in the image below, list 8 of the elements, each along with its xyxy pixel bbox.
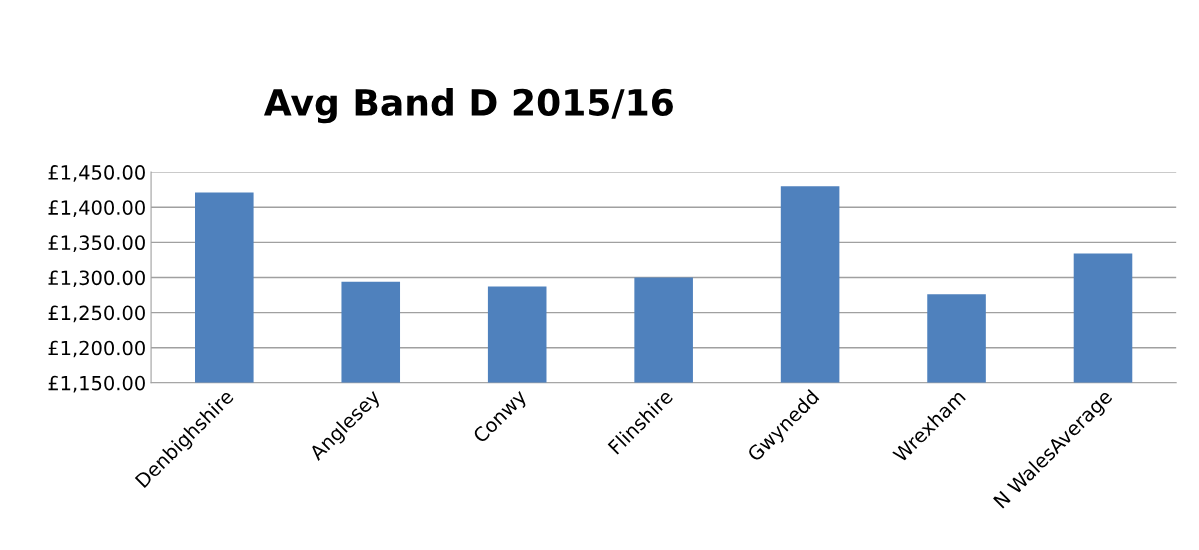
y-tick-label: £1,250.00 [48, 305, 145, 323]
chart-title: Avg Band D 2015/16 [263, 88, 673, 124]
y-tick-label: £1,400.00 [48, 200, 145, 217]
y-tick-label: £1,300.00 [48, 270, 145, 288]
y-tick-label: £1,350.00 [48, 235, 145, 253]
y-tick-label: £1,150.00 [48, 375, 145, 393]
y-tick-label: £1,200.00 [48, 340, 145, 358]
y-tick-label: £1,450.00 [48, 165, 145, 182]
